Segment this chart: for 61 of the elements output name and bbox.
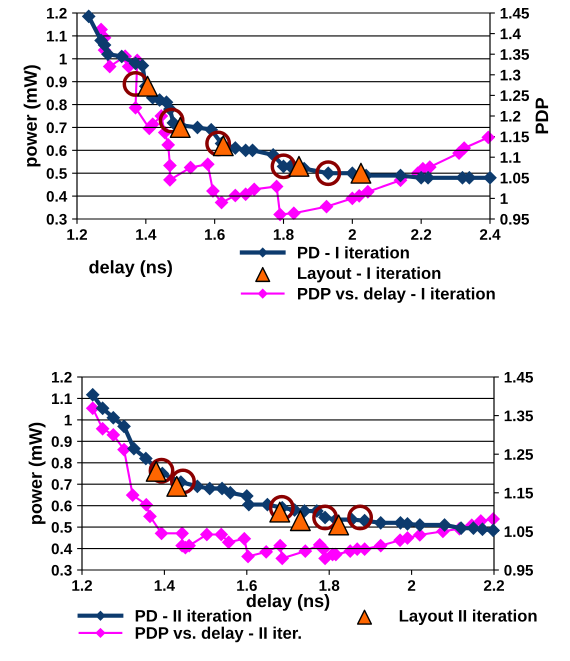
y-tick-label: 1.2 (52, 372, 72, 383)
x-tick-label: 2.2 (484, 580, 504, 591)
y2-tick-label: 1.15 (500, 132, 530, 142)
y2-tick-label: 1.2 (500, 110, 520, 122)
y2-tick-label: 1.35 (500, 49, 530, 60)
y-tick-label: 0.9 (52, 436, 72, 448)
y-tick-label: 0.6 (46, 145, 67, 156)
x-tick-label: 1.8 (274, 229, 294, 240)
x-tick-label: 1.2 (67, 229, 88, 240)
y2-tick-label: 1.05 (504, 526, 534, 538)
y-tick-label: 1.2 (47, 8, 67, 19)
y2-tick-label: 0.95 (500, 214, 530, 225)
y2-tick-label: 1.1 (500, 152, 521, 163)
y-tick-label: 0.4 (46, 190, 68, 202)
legend-label: Layout II iteration (400, 609, 537, 626)
y-tick-label: 0.3 (52, 564, 72, 576)
y2-tick-label: 1.15 (504, 488, 534, 498)
y2-tick-label: 1.35 (504, 410, 534, 422)
y-tick-label: 1 (60, 54, 67, 64)
y2-tick-label: 0.95 (504, 564, 534, 576)
y-tick-label: 0.5 (46, 168, 67, 179)
y2-tick-label: 1.45 (500, 8, 530, 19)
x-tick-label: 1.6 (237, 580, 257, 591)
x-axis-title: delay (ns) (246, 594, 330, 611)
y-tick-label: 0.5 (52, 522, 72, 533)
y-tick-label: 1 (64, 414, 72, 426)
y2-axis-title: PDP (536, 98, 548, 134)
y-axis-title: power (mW) (28, 422, 46, 524)
y2-tick-label: 1 (500, 193, 508, 204)
x-tick-label: 1.4 (136, 229, 156, 240)
legend-label: PDP vs. delay - I iteration (298, 287, 495, 303)
y2-tick-label: 1.05 (500, 172, 530, 184)
x-tick-label: 1.8 (320, 580, 340, 591)
y-tick-label: 0.3 (46, 214, 67, 225)
y-tick-label: 0.6 (52, 500, 72, 512)
y-axis-title: power (mW) (24, 65, 40, 166)
x-tick-label: 2 (348, 229, 356, 240)
x-tick-label: 2.2 (411, 229, 432, 240)
y2-tick-label: 1.25 (500, 90, 530, 102)
y-tick-label: 1.1 (52, 393, 72, 404)
x-tick-label: 1.6 (205, 229, 225, 240)
x-tick-label: 2 (408, 580, 416, 591)
y2-tick-label: 1.25 (504, 449, 534, 460)
y2-tick-label: 1.3 (500, 70, 520, 81)
x-tick-label: 1.4 (154, 580, 175, 591)
x-tick-label: 1.2 (72, 580, 92, 591)
y-tick-label: 0.7 (46, 122, 67, 134)
x-tick-label: 2.4 (480, 229, 501, 240)
legend-label: PD - I iteration (298, 246, 409, 259)
y2-tick-label: 1.4 (500, 28, 521, 40)
y-tick-label: 0.9 (46, 76, 67, 88)
legend-label: Layout - I iteration (298, 266, 440, 282)
y-tick-label: 0.8 (52, 458, 72, 468)
y-tick-label: 0.8 (46, 99, 67, 110)
legend-label: PD - II iteration (136, 609, 252, 622)
legend-label: PDP vs. delay - II iter. (136, 626, 301, 642)
y-tick-label: 0.4 (52, 543, 72, 554)
y2-tick-label: 1.45 (504, 372, 534, 383)
y-tick-label: 1.1 (47, 30, 67, 42)
y-tick-label: 0.7 (52, 479, 72, 490)
x-axis-title: delay (ns) (89, 260, 172, 278)
